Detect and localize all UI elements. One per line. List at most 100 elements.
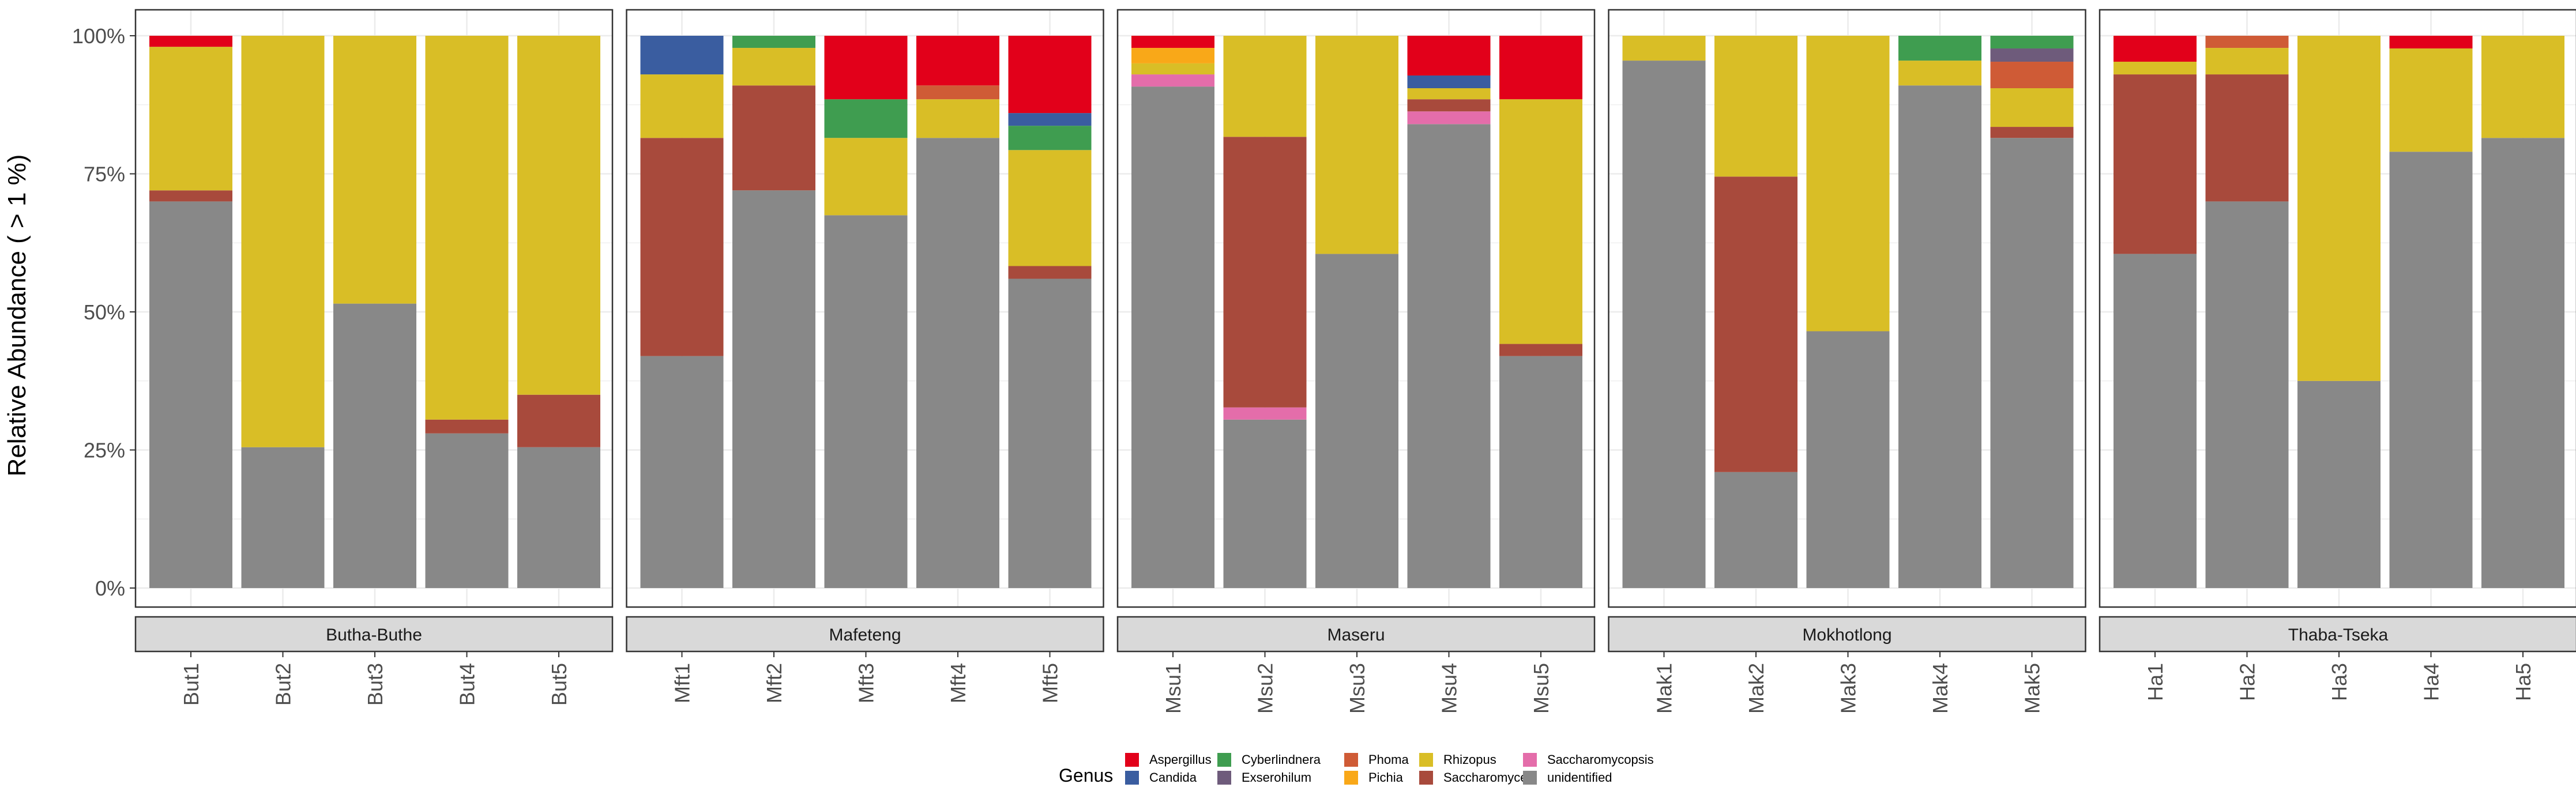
facet-strip: [626, 616, 1104, 653]
legend-label-phoma: Phoma: [1368, 752, 1409, 767]
legend-swatch-saccharomyces: [1419, 771, 1433, 785]
y-tick-label: 50%: [84, 300, 125, 324]
bar-segment-unidentified: [1499, 356, 1582, 588]
legend-swatch-pichia: [1344, 771, 1358, 785]
bar-segment-aspergillus: [149, 36, 232, 47]
bar-segment-rhizopus: [1131, 63, 1214, 75]
legend-label-rhizopus: Rhizopus: [1443, 752, 1496, 767]
legend-label-aspergillus: Aspergillus: [1149, 752, 1212, 767]
legend-label-pichia: Pichia: [1368, 770, 1404, 785]
bar-segment-unidentified: [640, 356, 724, 588]
x-tick-label-ha5: Ha5: [2511, 663, 2535, 701]
bar-segment-unidentified: [1898, 85, 1981, 589]
bar-segment-saccharomyces: [1407, 99, 1491, 112]
legend-swatch-saccharomycopsis: [1523, 753, 1537, 767]
bar-segment-rhizopus: [2114, 62, 2197, 75]
bar-segment-saccharomycopsis: [1223, 407, 1307, 420]
bar-segment-unidentified: [1223, 419, 1307, 588]
bar-segment-cyberlindnera: [1008, 126, 1092, 150]
panel-border: [2099, 9, 2576, 608]
bar-segment-cyberlindnera: [1898, 36, 1981, 61]
facet-label-thaba-tseka: Thaba-Tseka: [2288, 626, 2389, 645]
bar-segment-saccharomycopsis: [1407, 111, 1491, 125]
bar-segment-rhizopus: [2205, 48, 2289, 75]
x-tick-label-msu4: Msu4: [1438, 663, 1461, 714]
bar-segment-saccharomyces: [149, 190, 232, 202]
bar-segment-unidentified: [1315, 254, 1398, 588]
bar-segment-rhizopus: [640, 74, 724, 138]
y-tick-label: 75%: [84, 163, 125, 186]
legend-swatch-phoma: [1344, 753, 1358, 767]
legend-swatch-aspergillus: [1125, 753, 1139, 767]
legend-label-candida: Candida: [1149, 770, 1197, 785]
bar-segment-rhizopus: [1714, 36, 1797, 177]
bar-segment-unidentified: [1407, 124, 1491, 588]
bar-segment-unidentified: [425, 433, 509, 588]
bar-segment-saccharomyces: [425, 419, 509, 434]
bar-segment-phoma: [2205, 36, 2289, 48]
bar-segment-rhizopus: [149, 47, 232, 191]
bar-segment-rhizopus: [2297, 36, 2381, 381]
bar-segment-unidentified: [1714, 472, 1797, 588]
bar-segment-rhizopus: [1315, 36, 1398, 254]
x-tick-label-mak1: Mak1: [1653, 663, 1676, 714]
bar-segment-rhizopus: [1223, 36, 1307, 137]
facet-strip: [1608, 616, 2086, 653]
x-tick-label-but1: But1: [179, 663, 203, 706]
x-tick-label-but4: But4: [456, 663, 479, 706]
legend-label-saccharomyces: Saccharomyces: [1443, 770, 1534, 785]
bar-segment-rhizopus: [1008, 150, 1092, 266]
bar-segment-saccharomyces: [640, 138, 724, 356]
bar-segment-candida: [1407, 75, 1491, 89]
bar-segment-phoma: [916, 85, 999, 100]
panel-border: [626, 9, 1104, 608]
legend-label-unidentified: unidentified: [1547, 770, 1612, 785]
bar-segment-saccharomyces: [732, 85, 815, 191]
bar-segment-candida: [640, 36, 724, 75]
x-tick-label-mft4: Mft4: [946, 663, 970, 703]
bar-segment-saccharomycopsis: [1131, 74, 1214, 87]
bar-segment-cyberlindnera: [732, 36, 815, 48]
bar-segment-aspergillus: [2114, 36, 2197, 62]
legend-title: Genus: [1059, 765, 1113, 786]
bar-segment-candida: [1008, 113, 1092, 126]
bar-segment-aspergillus: [824, 36, 908, 100]
y-tick-label: 25%: [84, 439, 125, 462]
x-tick-label-msu3: Msu3: [1345, 663, 1369, 714]
bar-segment-aspergillus: [2389, 36, 2473, 49]
bar-segment-rhizopus: [1407, 88, 1491, 100]
y-axis-title: Relative Abundance ( > 1 %): [3, 155, 31, 477]
panel-border: [1116, 9, 1596, 608]
bar-segment-unidentified: [2297, 380, 2381, 588]
x-tick-label-mft5: Mft5: [1039, 663, 1062, 703]
x-tick-label-mft3: Mft3: [855, 663, 878, 703]
facet-label-maseru: Maseru: [1327, 626, 1385, 645]
bar-segment-saccharomyces: [1008, 266, 1092, 279]
bar-segment-saccharomyces: [517, 394, 600, 447]
y-tick-label: 100%: [72, 24, 125, 48]
bar-segment-rhizopus: [517, 36, 600, 395]
x-tick-label-ha1: Ha1: [2143, 663, 2167, 701]
bar-segment-exserohilum: [1990, 48, 2074, 62]
bar-segment-aspergillus: [1131, 36, 1214, 48]
facet-label-mokhotlong: Mokhotlong: [1802, 626, 1891, 645]
bar-segment-rhizopus: [824, 138, 908, 216]
bar-segment-aspergillus: [916, 36, 999, 86]
x-tick-label-ha2: Ha2: [2236, 663, 2259, 701]
bar-segment-rhizopus: [916, 99, 999, 138]
legend-label-cyberlindnera: Cyberlindnera: [1242, 752, 1321, 767]
x-tick-label-mft1: Mft1: [671, 663, 694, 703]
bar-segment-saccharomyces: [2114, 74, 2197, 254]
bar-segment-cyberlindnera: [824, 99, 908, 138]
bar-segment-unidentified: [333, 303, 416, 588]
bar-segment-unidentified: [824, 215, 908, 589]
bar-segment-aspergillus: [1008, 36, 1092, 114]
bar-segment-rhizopus: [1499, 99, 1582, 344]
panel-border: [1608, 9, 2086, 608]
x-tick-label-mak5: Mak5: [2021, 663, 2044, 714]
x-tick-label-ha3: Ha3: [2327, 663, 2351, 701]
facet-strip: [2099, 616, 2576, 653]
legend-swatch-cyberlindnera: [1217, 753, 1231, 767]
bar-segment-unidentified: [1806, 331, 1890, 588]
